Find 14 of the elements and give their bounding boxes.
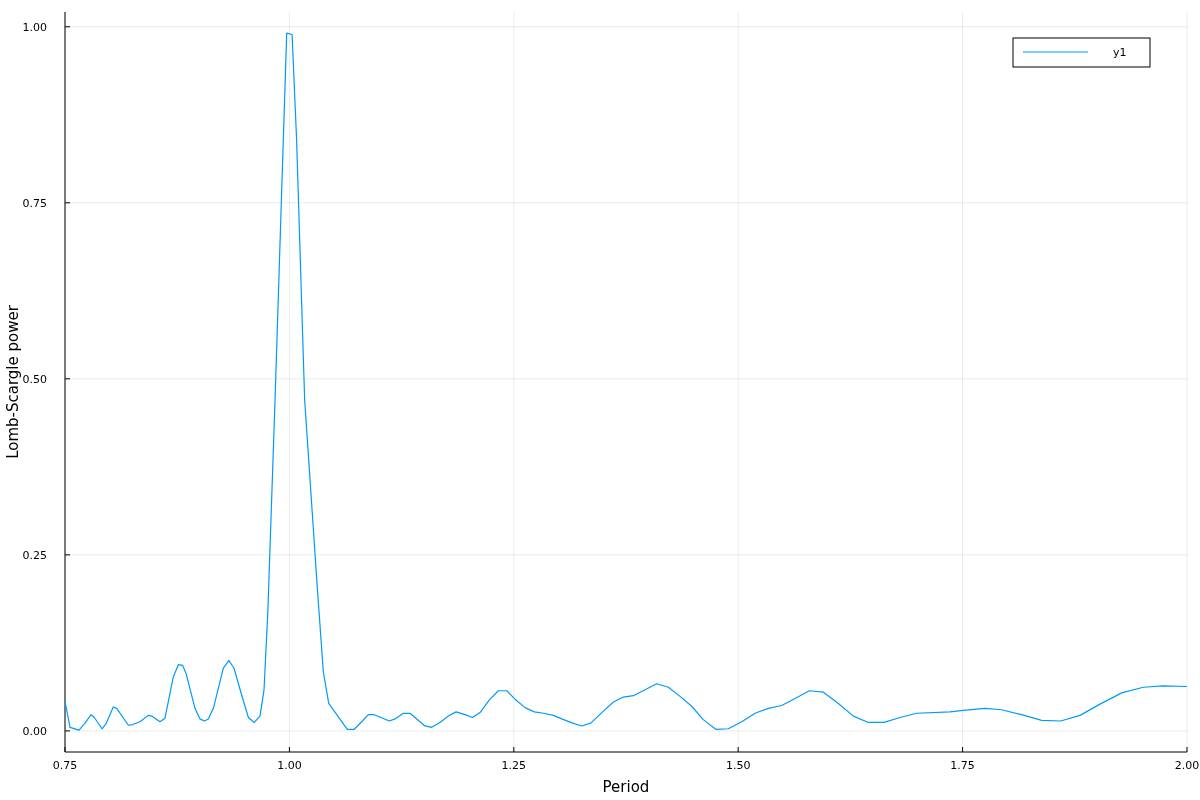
x-tick-label: 0.75 xyxy=(52,759,78,772)
line-series xyxy=(65,32,1187,731)
x-tick-label: 2.00 xyxy=(1174,759,1200,772)
x-tick-label: 1.25 xyxy=(501,759,527,772)
x-tick-label: 1.50 xyxy=(725,759,751,772)
x-tick-label: 1.00 xyxy=(277,759,302,772)
x-axis-title: Period xyxy=(602,778,650,796)
y-tick-label: 0.50 xyxy=(22,372,47,386)
y-tick-label: 0.25 xyxy=(22,548,47,562)
y-tick-label: 1.00 xyxy=(22,20,47,34)
y-tick-label: 0.00 xyxy=(22,724,47,738)
y-tick-label: 0.75 xyxy=(22,196,47,210)
y-axis-title: Lomb-Scargle power xyxy=(4,304,22,459)
x-tick-label: 1.75 xyxy=(950,759,975,772)
